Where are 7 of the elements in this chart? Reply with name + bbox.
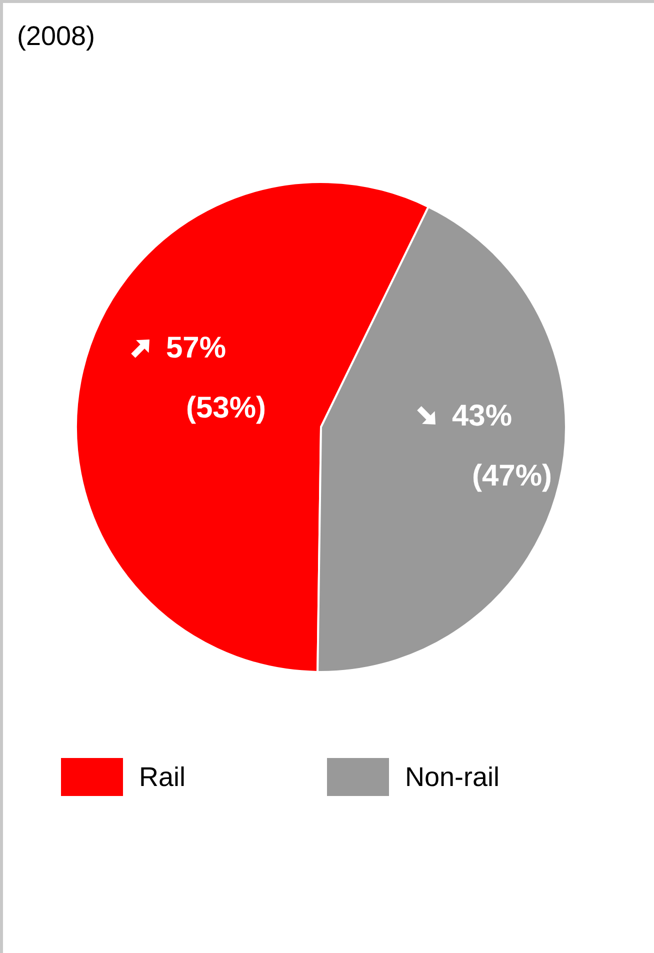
chart-title: (2008) — [17, 21, 96, 51]
legend-label: Non-rail — [405, 762, 500, 792]
text: (47%) — [472, 460, 552, 493]
data-label: 43% — [452, 400, 512, 433]
legend-label: Rail — [139, 762, 186, 792]
text: (53%) — [186, 391, 266, 424]
data-label: 57% — [166, 331, 226, 364]
